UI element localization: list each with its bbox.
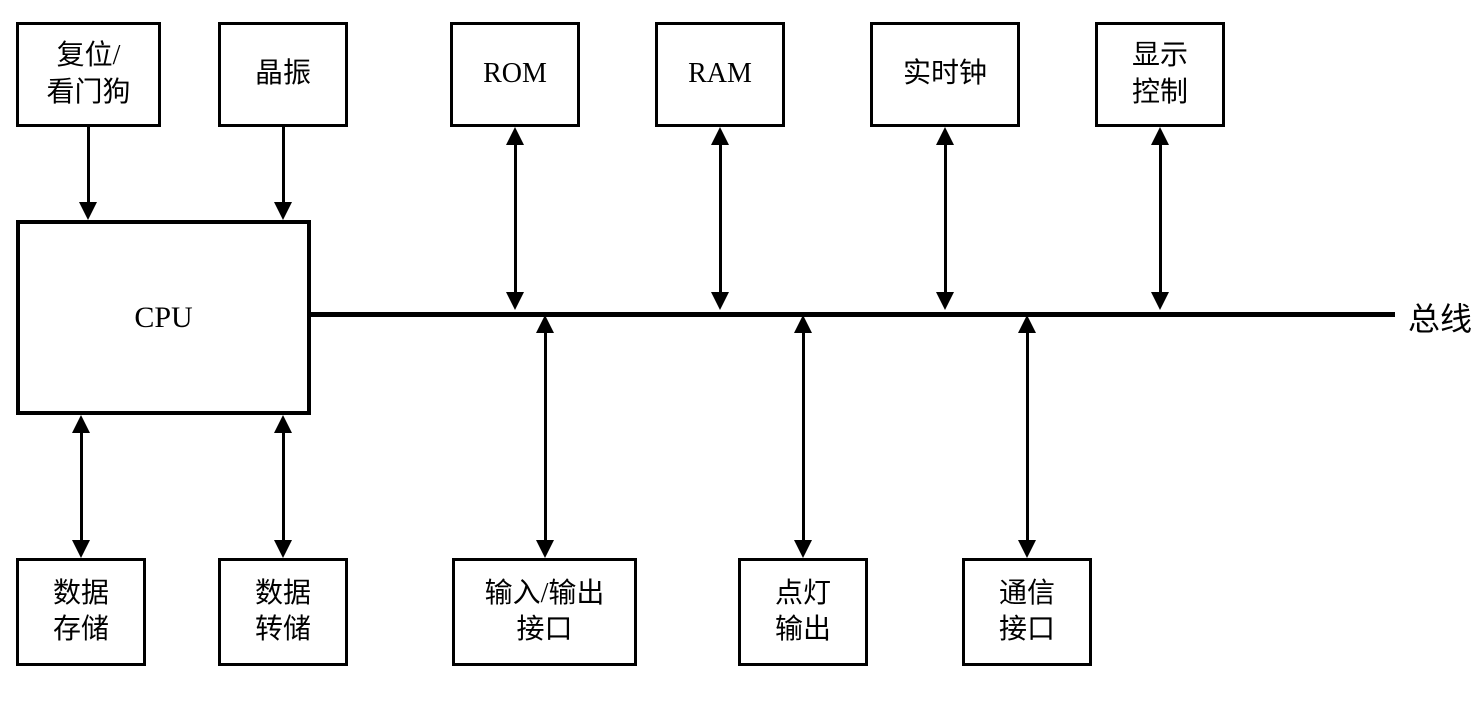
bus-line	[308, 312, 1395, 317]
box-comm-port: 通信 接口	[962, 558, 1092, 666]
box-data-store: 数据 存储	[16, 558, 146, 666]
system-block-diagram: 总线 复位/ 看门狗晶振 ROM RAM 实时钟显示 控制 CPU 数据 存储数据 转储输入…	[0, 0, 1480, 706]
box-data-dump: 数据 转储	[218, 558, 348, 666]
arrowhead-down	[1018, 540, 1036, 558]
arrow-line-0	[87, 127, 90, 202]
box-rtc: 实时钟	[870, 22, 1020, 127]
arrowhead-down	[274, 202, 292, 220]
box-lamp-out: 点灯 输出	[738, 558, 868, 666]
box-ram: RAM	[655, 22, 785, 127]
arrow-line-5	[1159, 145, 1162, 292]
arrowhead-up	[536, 315, 554, 333]
arrowhead-down	[506, 292, 524, 310]
arrowhead-up	[274, 415, 292, 433]
box-io-port: 输入/输出 接口	[452, 558, 637, 666]
arrowhead-up	[794, 315, 812, 333]
arrowhead-up	[711, 127, 729, 145]
arrow-line-1	[282, 127, 285, 202]
arrowhead-down	[1151, 292, 1169, 310]
arrowhead-up	[72, 415, 90, 433]
arrowhead-down	[274, 540, 292, 558]
arrowhead-down	[72, 540, 90, 558]
box-reset-watchdog: 复位/ 看门狗	[16, 22, 161, 127]
box-cpu: CPU	[16, 220, 311, 415]
box-rom: ROM	[450, 22, 580, 127]
box-display-ctrl: 显示 控制	[1095, 22, 1225, 127]
arrowhead-down	[79, 202, 97, 220]
arrowhead-down	[711, 292, 729, 310]
arrow-line-8	[544, 333, 547, 540]
arrow-line-9	[802, 333, 805, 540]
arrow-line-2	[514, 145, 517, 292]
arrow-line-6	[80, 433, 83, 540]
arrowhead-down	[794, 540, 812, 558]
arrow-line-4	[944, 145, 947, 292]
arrowhead-up	[1151, 127, 1169, 145]
arrow-line-10	[1026, 333, 1029, 540]
arrow-line-7	[282, 433, 285, 540]
arrowhead-up	[936, 127, 954, 145]
arrowhead-up	[1018, 315, 1036, 333]
arrowhead-up	[506, 127, 524, 145]
arrow-line-3	[719, 145, 722, 292]
box-crystal: 晶振	[218, 22, 348, 127]
arrowhead-down	[936, 292, 954, 310]
bus-label: 总线	[1408, 294, 1472, 340]
arrowhead-down	[536, 540, 554, 558]
